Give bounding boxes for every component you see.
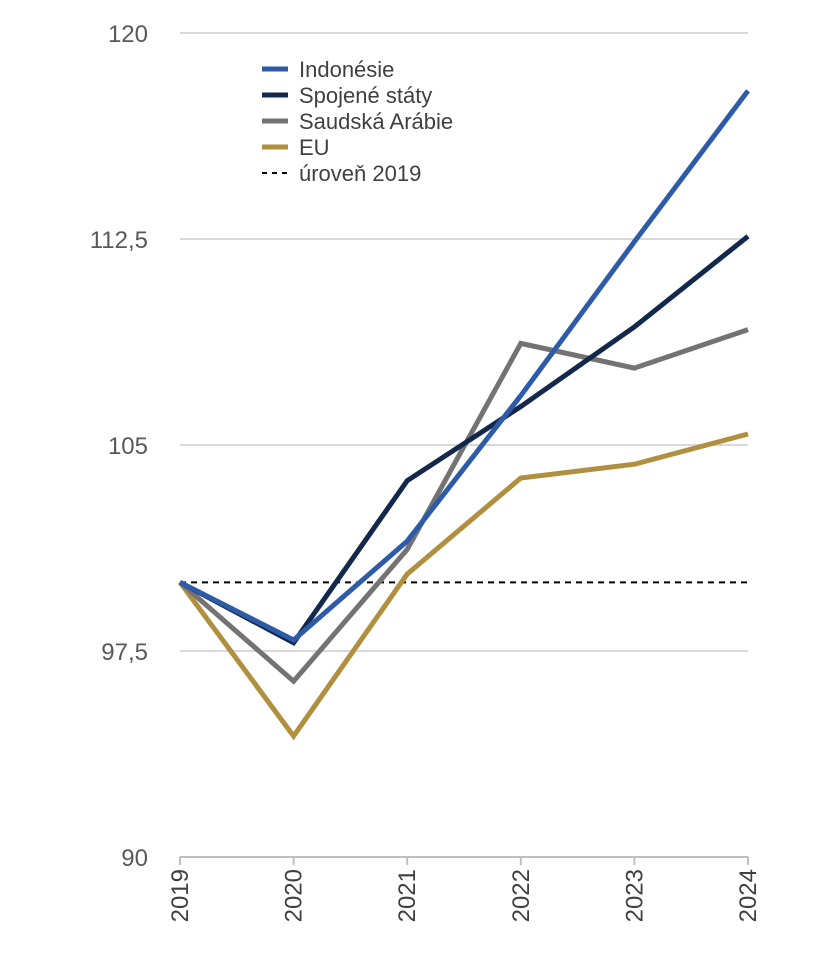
legend-label: Indonésie <box>299 57 394 82</box>
y-tick-label: 120 <box>108 21 148 48</box>
legend-label: Saudská Arábie <box>299 109 453 134</box>
legend-label: Spojené státy <box>299 83 432 108</box>
x-tick-label: 2021 <box>394 869 421 922</box>
series-lines <box>177 89 750 741</box>
x-tick-label: 2020 <box>281 869 308 922</box>
series-line-1 <box>178 234 750 647</box>
legend-label: úroveň 2019 <box>299 161 421 186</box>
x-tick-label: 2024 <box>735 869 762 922</box>
y-axis-ticks: 90 97,5 105 112,5 120 <box>90 21 148 872</box>
series-line-3 <box>177 431 749 741</box>
x-tick-label: 2019 <box>167 869 194 922</box>
legend-label: EU <box>299 135 330 160</box>
x-axis: 2019 2020 2021 2022 2023 2024 <box>167 857 762 922</box>
series-line-0 <box>178 89 750 643</box>
y-tick-label: 90 <box>121 845 148 872</box>
x-tick-label: 2022 <box>508 869 535 922</box>
y-tick-label: 97,5 <box>101 639 148 666</box>
y-tick-label: 105 <box>108 433 148 460</box>
y-tick-label: 112,5 <box>90 227 148 254</box>
x-tick-label: 2023 <box>621 869 648 922</box>
